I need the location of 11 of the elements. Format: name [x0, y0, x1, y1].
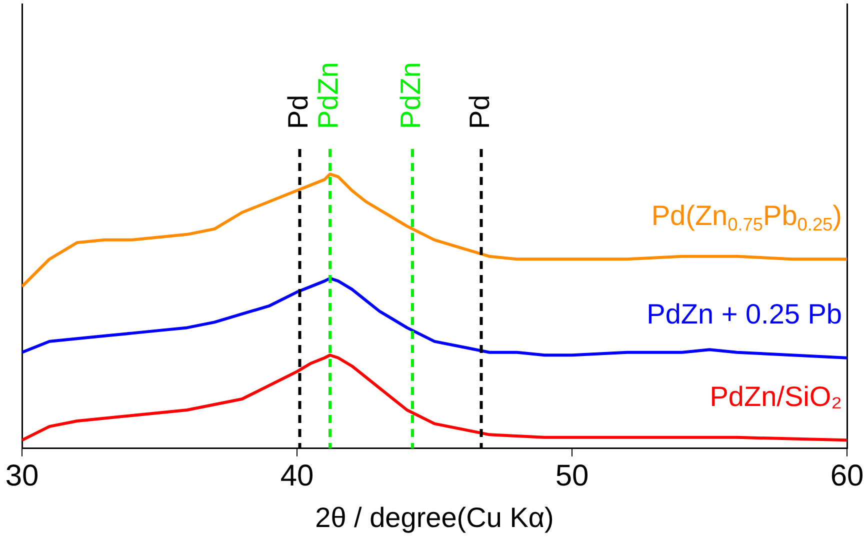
ref-line-label: Pd	[282, 94, 314, 129]
x-tick-label: 40	[280, 460, 314, 493]
x-axis-title: 2θ / degree(Cu Kα)	[315, 502, 554, 533]
ref-line-label: PdZn	[312, 62, 344, 129]
x-tick-label: 50	[555, 460, 589, 493]
x-tick-label: 30	[5, 460, 39, 493]
x-tick-label: 60	[830, 460, 864, 493]
series-label: PdZn/SiO₂	[710, 380, 842, 412]
ref-line-label: Pd	[464, 94, 495, 129]
series-label: PdZn + 0.25 Pb	[646, 298, 842, 330]
ref-line-label: PdZn	[395, 62, 426, 129]
